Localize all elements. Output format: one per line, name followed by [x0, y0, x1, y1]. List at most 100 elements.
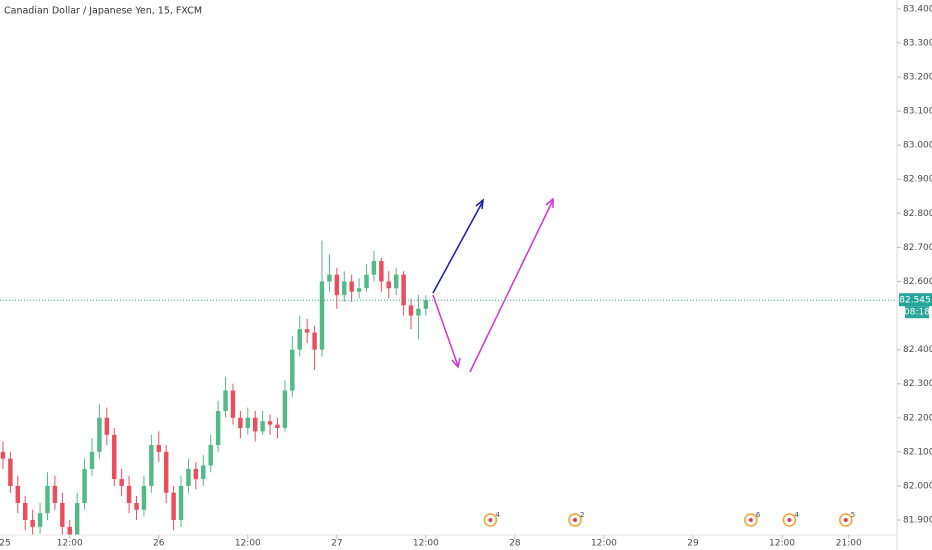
y-tick-label: 83.100: [903, 107, 932, 117]
candle-body: [67, 526, 72, 535]
candle-body: [245, 417, 251, 428]
candle-body: [60, 502, 65, 527]
chart-title: Canadian Dollar / Japanese Yen, 15, FXCM: [4, 6, 202, 17]
candle-body: [282, 390, 288, 428]
y-tick-label: 82.600: [903, 277, 932, 287]
candle-body: [393, 274, 399, 289]
candle-body: [356, 288, 362, 292]
candle-body: [371, 261, 377, 275]
candle-body: [267, 421, 273, 425]
y-tick-label: 82.700: [903, 243, 932, 253]
x-tick-label: 25: [0, 539, 11, 549]
candle-body: [334, 274, 340, 296]
candle-body: [297, 329, 302, 350]
candle-body: [408, 305, 414, 316]
candle-body: [319, 281, 325, 350]
candle-body: [379, 261, 384, 282]
drawing-arrowhead: [451, 357, 461, 369]
candle-body: [52, 485, 58, 503]
y-tick-label: 82.400: [903, 345, 932, 355]
candle-body: [45, 485, 50, 514]
x-tick-label: 21:00: [836, 539, 862, 549]
event-count: 6: [756, 511, 761, 519]
y-tick-label: 82.100: [903, 447, 932, 457]
candle-body: [37, 513, 43, 527]
candle-body: [208, 445, 213, 466]
candle-body: [89, 451, 95, 469]
candle-body: [15, 485, 21, 503]
x-tick-label: 29: [687, 539, 699, 549]
candle-body: [23, 502, 28, 521]
candle-body: [8, 458, 13, 486]
y-tick-label: 83.200: [903, 73, 932, 83]
candle-body: [126, 485, 132, 503]
y-tick-label: 82.200: [903, 413, 932, 423]
candle-body: [156, 445, 161, 452]
y-tick-label: 82.800: [903, 209, 932, 219]
y-tick-label: 83.000: [903, 141, 932, 151]
candle-body: [193, 468, 199, 480]
candle-body: [290, 349, 295, 391]
candle-body: [238, 417, 243, 428]
candle-body: [416, 308, 421, 316]
drawing-arrow: [432, 294, 459, 367]
candle-body: [401, 274, 406, 306]
candle-body: [171, 492, 176, 521]
candle-body: [186, 468, 191, 486]
candle-body: [82, 468, 87, 503]
candle-body: [230, 390, 236, 418]
candle-body: [327, 274, 332, 282]
event-count: 4: [495, 511, 500, 519]
candle-body: [97, 417, 102, 452]
y-tick-label: 82.000: [903, 481, 932, 491]
x-tick-label: 12:00: [413, 539, 439, 549]
event-count: 5: [851, 511, 855, 519]
candle-body: [364, 274, 369, 289]
x-tick-label: 12:00: [57, 539, 83, 549]
countdown: 08:18: [904, 308, 930, 318]
x-tick-label: 12:00: [769, 539, 795, 549]
x-tick-label: 27: [331, 539, 342, 549]
candle-body: [386, 281, 391, 289]
candle-body: [178, 485, 184, 521]
x-tick-label: 26: [153, 539, 165, 549]
candle-body: [342, 281, 347, 296]
candle-body: [304, 329, 310, 333]
candle-body: [104, 417, 110, 435]
event-dot: [787, 518, 792, 522]
event-count: 2: [580, 511, 584, 519]
candle-body: [223, 390, 228, 411]
y-tick-label: 83.400: [903, 4, 932, 14]
event-dot: [573, 518, 577, 522]
event-dot: [488, 518, 493, 522]
drawing-arrow: [469, 199, 554, 373]
drawing-arrowhead: [545, 197, 554, 208]
candle-body: [163, 451, 169, 493]
candle-body: [423, 300, 429, 309]
candle-body: [112, 434, 117, 480]
candle-body: [253, 417, 258, 432]
event-dot: [748, 518, 753, 522]
x-tick-label: 12:00: [591, 539, 617, 549]
candle-body: [215, 410, 221, 446]
candle-body: [141, 485, 147, 510]
countdown-bg: [905, 306, 929, 319]
drawing-arrowhead: [475, 198, 484, 210]
candles: [0, 240, 429, 535]
candle-body: [134, 502, 139, 510]
candle-body: [349, 281, 354, 292]
drawing-arrow: [432, 200, 484, 294]
candle-body: [74, 502, 80, 535]
candle-body: [149, 445, 154, 486]
y-tick-label: 82.900: [903, 175, 932, 185]
event-dot: [843, 518, 848, 522]
y-tick-label: 81.900: [903, 516, 932, 526]
candle-body: [201, 465, 206, 480]
candle-body: [119, 479, 124, 486]
candle-body: [260, 421, 265, 432]
x-tick-label: 28: [509, 539, 521, 549]
y-tick-label: 83.300: [903, 38, 932, 48]
candle-body: [0, 451, 6, 459]
